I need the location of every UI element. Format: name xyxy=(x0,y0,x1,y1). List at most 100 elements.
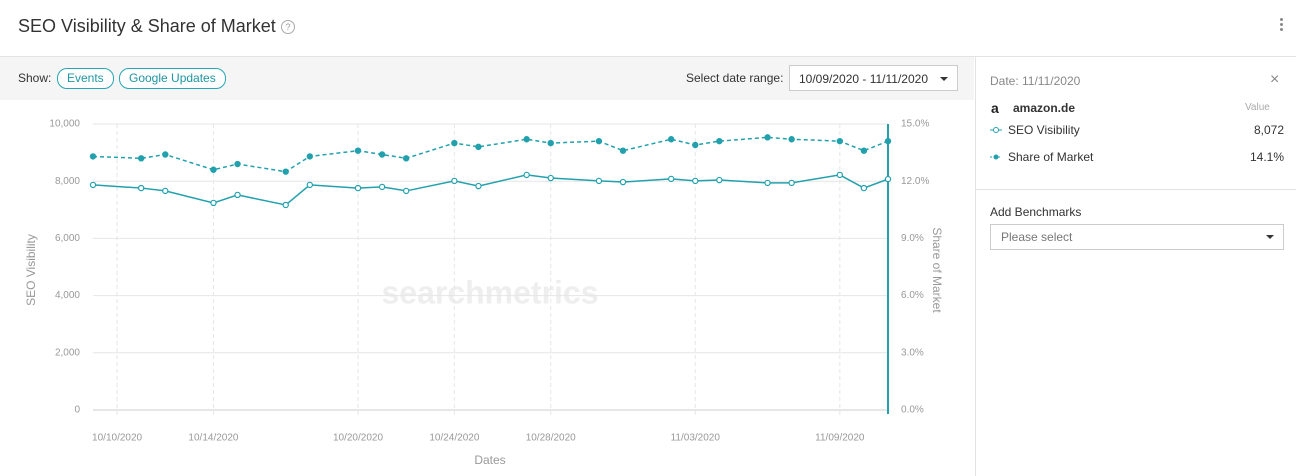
y2-tick-label: 15.0% xyxy=(901,119,929,130)
point xyxy=(402,187,410,195)
point xyxy=(619,147,627,154)
y-tick-label: 8,000 xyxy=(55,176,80,187)
point xyxy=(860,147,868,154)
range-value: 10/09/2020 - 11/11/2020 xyxy=(799,72,928,86)
menu-icon[interactable] xyxy=(1280,18,1284,31)
caret xyxy=(1266,235,1274,239)
help-icon[interactable]: ? xyxy=(281,20,295,34)
x-tick-label: 10/28/2020 xyxy=(526,433,576,444)
events-button[interactable]: Events xyxy=(57,68,114,89)
point xyxy=(788,179,795,187)
point xyxy=(595,137,603,145)
range-label: Select date range: xyxy=(686,71,784,85)
series-line xyxy=(92,174,889,206)
x-tick-label: 11/03/2020 xyxy=(671,433,721,444)
series-line xyxy=(92,136,889,173)
point xyxy=(692,141,699,149)
x-tick-label: 10/14/2020 xyxy=(188,433,238,444)
panel-date: Date: 11/11/2020 xyxy=(990,74,1081,88)
panel-domain: amazon.de xyxy=(1013,101,1076,115)
point xyxy=(716,176,723,184)
point xyxy=(475,182,482,190)
point xyxy=(764,134,771,141)
benchmarks-select[interactable]: Please select xyxy=(990,224,1284,250)
point xyxy=(162,187,169,195)
point xyxy=(210,199,217,207)
x-tick-label: 10/10/2020 xyxy=(92,433,142,444)
point xyxy=(354,147,362,154)
point xyxy=(234,191,241,199)
point xyxy=(523,171,530,179)
point xyxy=(402,155,410,162)
point xyxy=(137,155,145,162)
header: SEO Visibility & Share of Market ? xyxy=(0,0,1296,57)
legend-marker xyxy=(993,154,999,160)
toolbar: Show: Events Google Updates Select date … xyxy=(0,57,974,100)
point xyxy=(547,139,554,147)
legend-value: 8,072 xyxy=(1253,123,1284,137)
x-tick-label: 10/20/2020 xyxy=(333,433,383,444)
divider xyxy=(976,189,1296,190)
point xyxy=(667,136,675,143)
point xyxy=(306,153,314,160)
x-tick-label: 10/24/2020 xyxy=(429,433,479,444)
point xyxy=(451,139,458,147)
point xyxy=(884,137,892,145)
point xyxy=(162,151,169,158)
y-tick-label: 4,000 xyxy=(55,290,80,301)
legend-marker xyxy=(993,127,999,133)
y2-axis-label: Share of Market xyxy=(930,227,944,313)
point xyxy=(716,137,723,145)
chart: searchmetrics Dates SEO Visibility Share… xyxy=(24,119,944,468)
point xyxy=(595,177,603,185)
point xyxy=(354,184,362,192)
close-icon[interactable]: × xyxy=(1270,71,1280,88)
placeholder: Please select xyxy=(1001,230,1073,244)
point xyxy=(764,179,771,187)
benchmarks-title: Add Benchmarks xyxy=(990,205,1082,219)
legend-label: Share of Market xyxy=(1008,150,1094,164)
point xyxy=(137,184,145,192)
point xyxy=(619,178,627,186)
google-updates-button[interactable]: Google Updates xyxy=(119,68,226,89)
point xyxy=(282,201,289,209)
y-tick-label: 10,000 xyxy=(49,119,80,130)
y2-tick-label: 3.0% xyxy=(901,347,924,358)
point xyxy=(378,151,386,158)
y-tick-label: 2,000 xyxy=(55,347,80,358)
point xyxy=(475,143,482,151)
legend-icons xyxy=(990,127,1002,160)
y2-tick-label: 0.0% xyxy=(901,405,924,416)
point xyxy=(306,181,314,189)
y-tick-label: 0 xyxy=(74,405,80,416)
point xyxy=(788,136,795,143)
y2-tick-label: 9.0% xyxy=(901,233,924,244)
amazon-icon: a xyxy=(991,100,999,116)
point xyxy=(692,177,699,185)
point xyxy=(378,183,386,191)
point xyxy=(836,171,844,179)
x-axis-label: Dates xyxy=(474,453,505,467)
y2-tick-label: 6.0% xyxy=(901,290,924,301)
point xyxy=(282,168,289,175)
side-panel: Date: 11/11/2020 × a amazon.de Value SEO… xyxy=(975,57,1296,476)
y2-tick-label: 12.0% xyxy=(901,176,929,187)
point xyxy=(860,184,868,192)
date-range-select[interactable]: 10/09/2020 - 11/11/2020 xyxy=(789,65,958,91)
point xyxy=(234,160,241,168)
point xyxy=(884,175,892,183)
point xyxy=(667,175,675,183)
show-label: Show: xyxy=(18,71,52,85)
point xyxy=(89,181,97,189)
point xyxy=(523,136,530,143)
legend-label: SEO Visibility xyxy=(1008,123,1080,137)
point xyxy=(89,153,97,160)
point xyxy=(836,137,844,145)
title: SEO Visibility & Share of Market xyxy=(18,16,276,36)
y-tick-label: 6,000 xyxy=(55,233,80,244)
point xyxy=(451,177,458,185)
legend: SEO Visibility 8,072 Share of Market 14.… xyxy=(990,122,1284,182)
value-header: Value xyxy=(1245,102,1270,113)
point xyxy=(547,174,554,182)
